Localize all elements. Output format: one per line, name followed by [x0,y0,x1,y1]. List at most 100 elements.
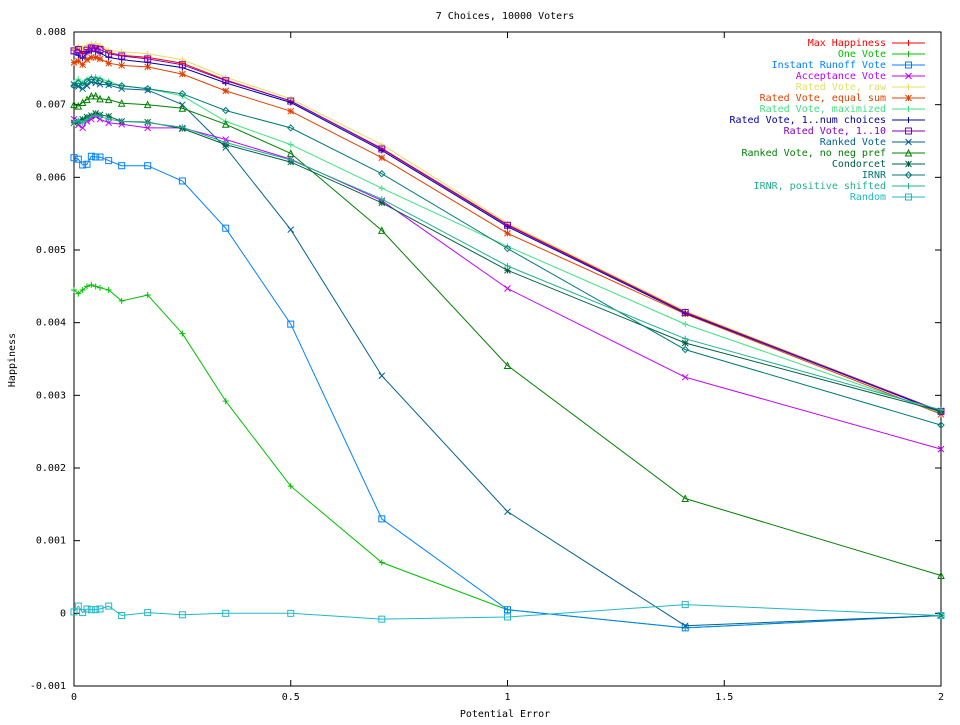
data-point [70,59,78,66]
legend-label: Condorcet [832,159,886,170]
data-point [96,55,104,63]
data-point [378,141,385,148]
data-point [83,56,91,63]
data-point [144,124,152,132]
data-point [71,119,77,126]
legend-marker [905,61,912,69]
data-point [938,406,944,413]
data-point [681,373,689,381]
data-point [222,609,230,617]
data-point [79,124,87,132]
data-point [92,45,100,53]
data-point [179,330,186,337]
legend-entry: One Vote [838,49,925,60]
legend-entry: Ranked Vote [820,137,925,148]
data-point [143,84,152,93]
legend-entry: IRNR, positive shifted [754,181,925,192]
data-point [79,55,86,62]
data-point [97,42,104,49]
data-point [503,361,512,370]
legend-entry: Rated Vote, maximized [760,104,925,115]
y-tick-label: 0.003 [36,390,66,401]
data-point [105,59,113,67]
data-point [84,116,91,123]
data-point [87,75,96,83]
data-point [105,47,112,54]
data-point [378,196,385,203]
data-point [75,52,82,59]
legend-label: Rated Vote, maximized [760,104,886,115]
axes: -0.001 0 0.001 0.002 0.003 0.004 0.005 0.006 0.0… [30,27,944,703]
chart-title: 7 Choices, 10000 Voters [436,11,574,22]
data-point [681,339,689,347]
data-point [96,94,104,103]
data-point [83,95,91,104]
data-point [504,266,511,274]
data-point [87,152,95,160]
data-point [105,119,113,127]
data-point [503,244,512,253]
data-point [178,104,187,112]
series-one-vote [71,281,944,631]
data-point [504,613,511,621]
data-point [504,229,511,237]
x-tick-label: 1.5 [715,692,733,703]
legend-label: Ranked Vote [820,137,886,148]
legend-entry: Rated Vote, raw [796,82,925,93]
data-point [118,612,126,620]
data-point [378,199,386,207]
legend-label: Rated Vote, 1..num choices [729,115,886,126]
data-point [92,283,99,290]
x-tick-label: 2 [938,692,944,703]
data-point [144,162,152,170]
legend-entry: Instant Runoff Vote [772,60,925,71]
data-point [222,87,230,95]
data-point [144,119,151,126]
data-point [79,286,86,293]
data-point [117,82,126,90]
legend-marker [905,40,912,46]
data-point [78,82,87,90]
data-point [504,606,511,614]
data-point [681,345,689,354]
data-point [79,61,87,69]
data-point [117,99,126,107]
data-point [105,602,113,610]
data-point [287,609,295,617]
data-point [178,611,186,619]
data-point [96,153,104,161]
data-point [88,281,95,288]
legend-marker [905,160,912,168]
data-point [74,102,83,110]
y-tick-label: 0.008 [36,27,66,38]
data-point [84,283,91,290]
data-point [178,61,186,69]
data-point [118,56,125,63]
data-point [681,308,689,316]
data-point [682,335,689,342]
y-tick-label: 0.004 [36,318,66,329]
legend-entry: Ranked Vote, no neg pref [742,148,925,159]
series-layer [70,40,945,632]
data-point [144,59,151,66]
data-point [504,285,511,292]
data-point [179,70,186,78]
legend-entry: Condorcet [832,159,925,170]
legend-entry: Rated Vote, equal sum [760,93,925,104]
data-point [222,106,230,115]
data-point [378,372,386,380]
data-point [91,91,100,100]
data-point [144,55,152,63]
data-point [287,226,295,234]
data-point [118,48,125,55]
data-point [105,286,112,293]
data-point [71,286,77,293]
y-tick-label: 0.006 [36,172,66,183]
data-point [504,221,511,229]
data-point [75,290,82,297]
data-point [681,622,689,630]
legend-marker [905,117,912,123]
data-point [222,77,230,85]
y-tick-label: 0 [60,608,66,619]
